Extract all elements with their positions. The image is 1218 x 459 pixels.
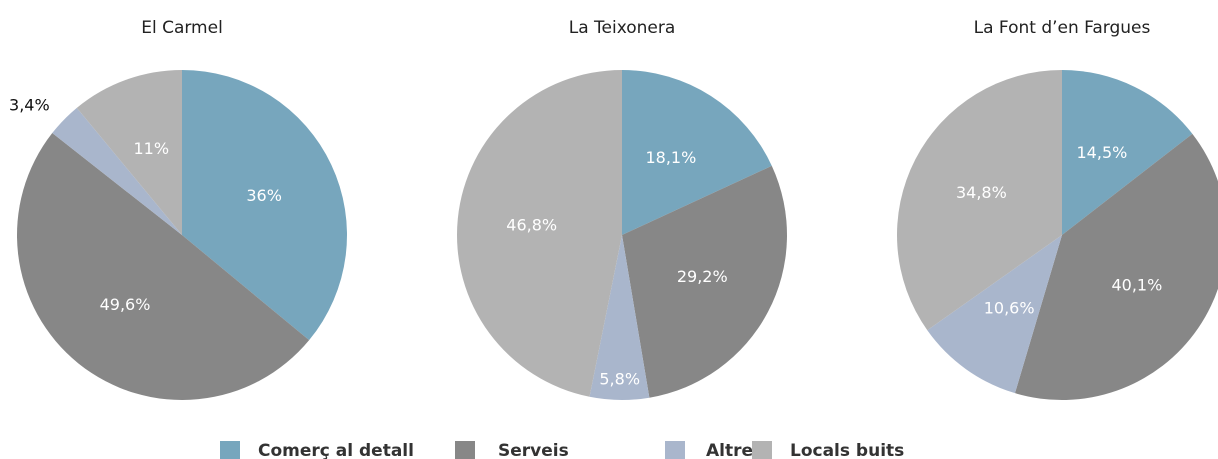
pie-slice xyxy=(457,70,622,397)
value-label: 49,6% xyxy=(100,295,151,314)
legend-swatch xyxy=(220,441,240,459)
value-label: 34,8% xyxy=(956,183,1007,202)
pie-slice xyxy=(589,235,650,400)
pie-slice xyxy=(182,70,347,341)
legend-swatch xyxy=(455,441,475,459)
legend-swatch xyxy=(752,441,772,459)
pie-slice xyxy=(17,133,310,400)
legend-label: Locals buits xyxy=(790,441,904,459)
pie-slice xyxy=(622,70,772,235)
value-label: 18,1% xyxy=(645,148,696,167)
pie-slice xyxy=(1014,133,1218,400)
legend-label: Altres xyxy=(706,441,763,459)
pie-slice xyxy=(927,235,1062,394)
value-label: 11% xyxy=(133,139,169,158)
value-label: 10,6% xyxy=(984,298,1035,317)
pie-slice xyxy=(1062,70,1193,235)
value-label: 40,1% xyxy=(1111,276,1162,295)
legend-label: Comerç al detall xyxy=(258,441,414,459)
chart-title: La Teixonera xyxy=(569,18,676,38)
pie-slice xyxy=(896,69,1062,331)
value-label: 14,5% xyxy=(1077,143,1128,162)
legend-swatch xyxy=(665,441,685,459)
value-label: 3,4% xyxy=(9,95,50,114)
value-label: 29,2% xyxy=(677,267,728,286)
value-label: 36% xyxy=(246,186,282,205)
pie-slice xyxy=(76,70,182,235)
pie-slice xyxy=(52,107,183,235)
chart-title: La Font d’en Fargues xyxy=(974,18,1151,38)
value-label: 5,8% xyxy=(599,370,640,389)
chart-title: El Carmel xyxy=(141,18,223,38)
legend-label: Serveis xyxy=(498,441,569,459)
pie-slice xyxy=(622,165,787,398)
value-label: 46,8% xyxy=(506,216,557,235)
